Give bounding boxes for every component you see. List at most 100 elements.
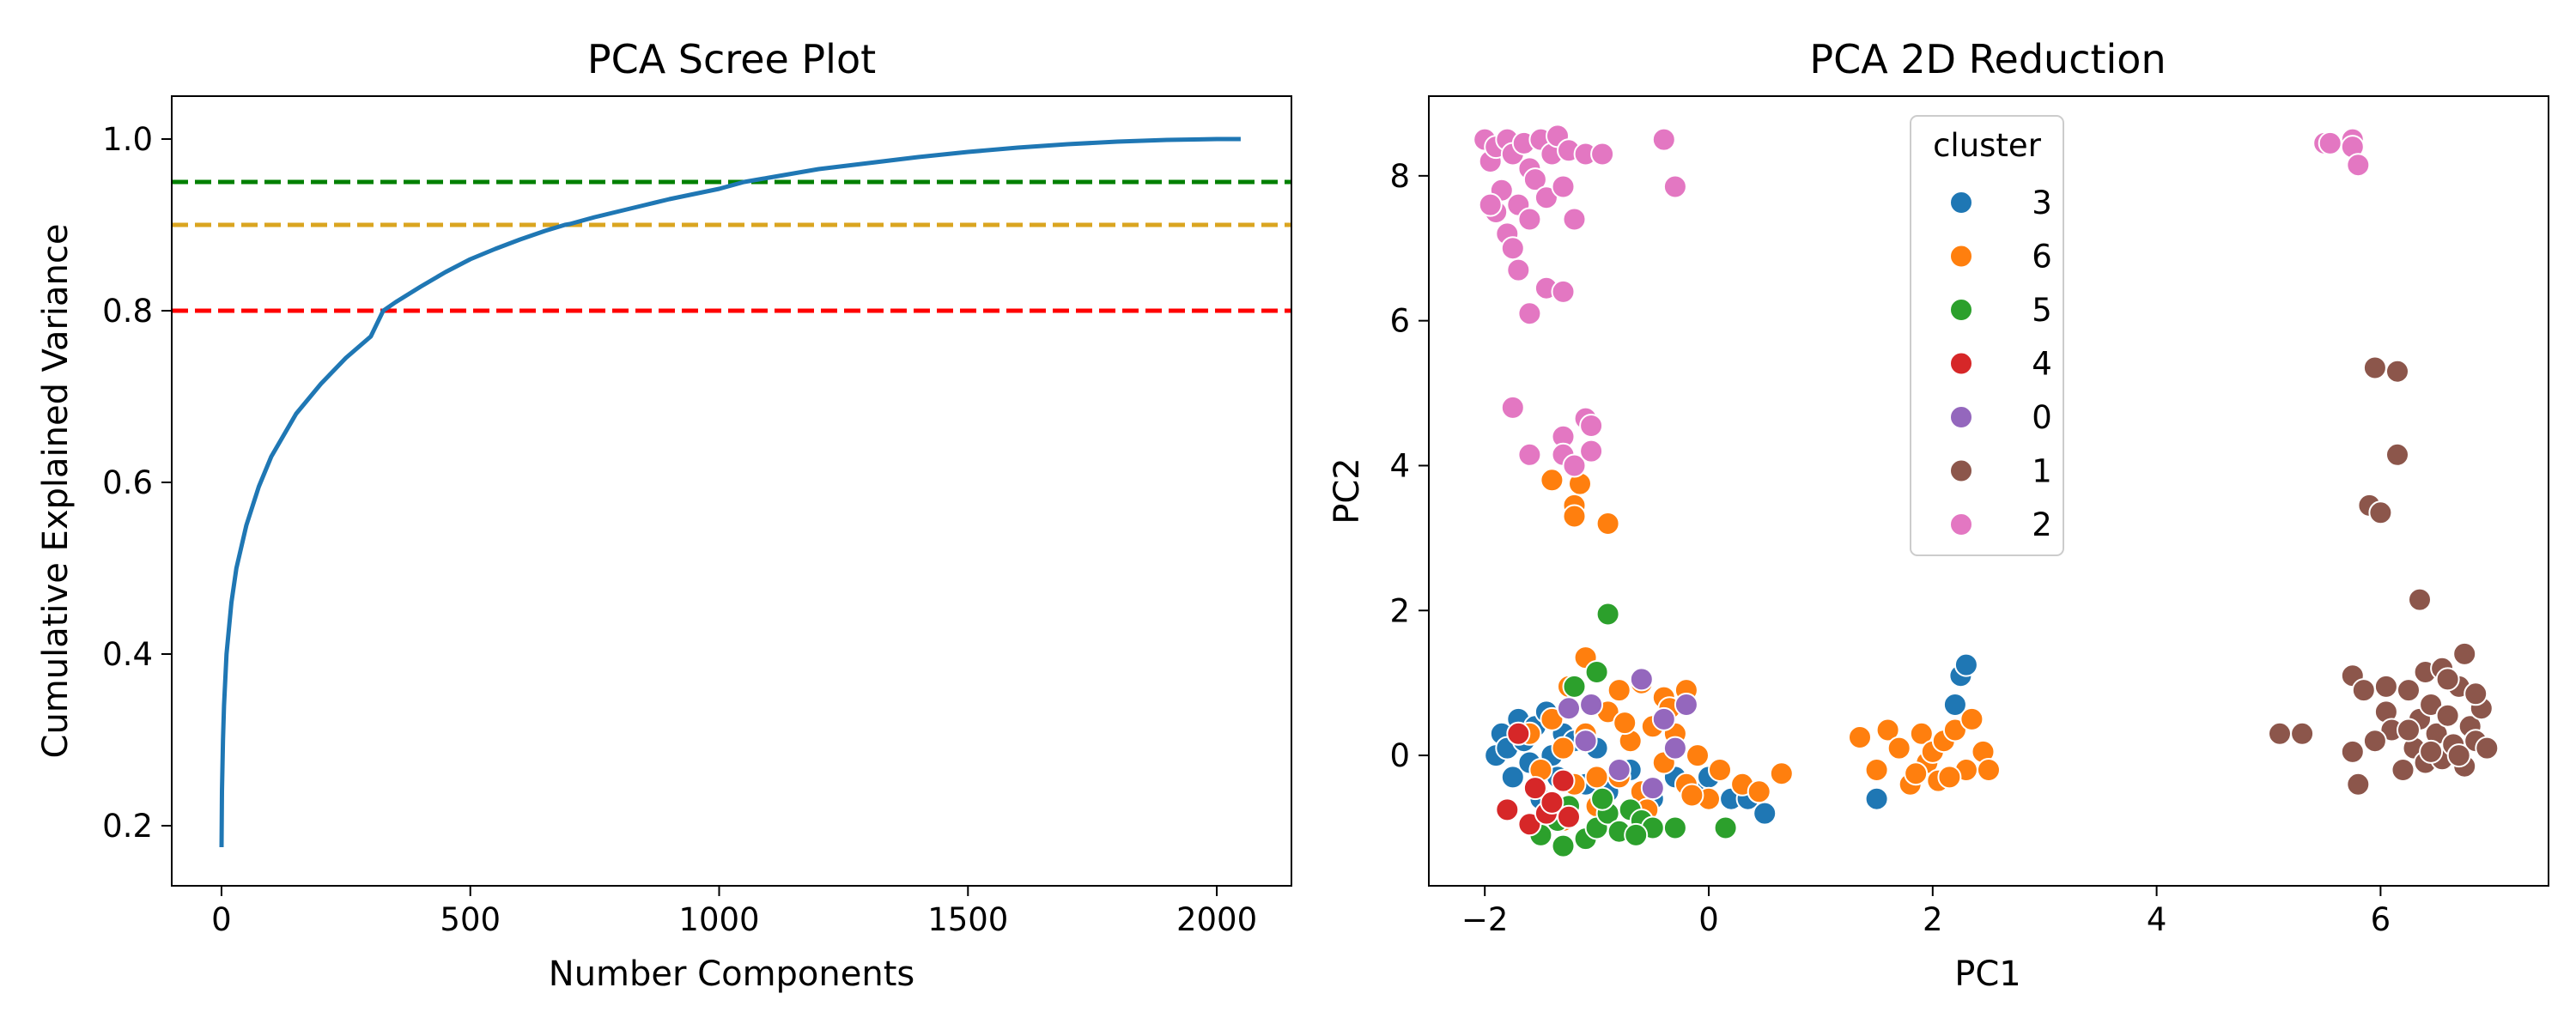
scatter-point-cluster-6 [1904,761,1929,786]
scatter-point-cluster-6 [1747,779,1771,804]
scatter-point-cluster-1 [2464,682,2488,706]
legend-box [1910,115,2064,556]
scatter-point-cluster-6 [1864,758,1889,782]
scatter-point-cluster-6 [1613,711,1637,736]
scatter-point-cluster-1 [2419,739,2444,764]
scatter-point-cluster-6 [1875,718,1900,742]
scatter-point-cluster-0 [1607,758,1631,782]
scatter-point-cluster-2 [1562,207,1587,232]
scatter-point-cluster-1 [2435,703,2460,728]
scatter-point-cluster-2 [1517,207,1542,232]
scatter-point-cluster-1 [2475,736,2500,760]
scatter-point-cluster-2 [1517,301,1542,326]
legend-marker-cluster-6 [1949,244,1973,269]
scree-plot-area [172,136,1291,848]
scatter-point-cluster-6 [1686,743,1710,768]
scree-y-axis-label: Cumulative Explained Variance [36,224,76,759]
scatter-point-cluster-2 [1662,174,1687,199]
scatter-point-cluster-0 [1640,776,1665,801]
scatter-point-cluster-6 [1540,468,1564,493]
legend-label-cluster-1: 1 [2032,453,2052,490]
scatter-point-cluster-4 [1495,797,1520,822]
scatter-point-cluster-1 [2268,721,2292,746]
scatter-point-cluster-6 [1959,706,1984,731]
scatter-point-cluster-2 [1590,142,1615,167]
1-y-tick-label: 2 [1389,592,1410,629]
scatter-point-cluster-2 [2318,130,2342,155]
scatter-point-cluster-1 [2397,718,2421,742]
scatter-point-cluster-0 [1557,696,1581,721]
scatter-point-cluster-1 [2446,743,2471,768]
scatter-point-cluster-2 [1651,127,1676,152]
scatter-point-cluster-2 [1579,439,1604,464]
scatter-plot-title: PCA 2D Reduction [1809,36,2166,82]
scatter-plot-panel: PCA 2D Reduction −2 0 2 4 6 0 2 4 6 8 PC1 PC2 cl… [1327,36,2549,994]
scatter-point-cluster-2 [1478,192,1503,217]
scatter-point-cluster-1 [2362,355,2387,380]
legend-title: cluster [1933,127,2042,164]
scatter-point-cluster-2 [1551,279,1576,304]
scatter-point-cluster-0 [1573,729,1598,754]
scatter-point-cluster-0 [1579,693,1604,717]
legend-marker-cluster-3 [1949,191,1973,215]
scatter-y-axis-label: PC2 [1327,457,1367,524]
legend-marker-cluster-0 [1949,405,1973,429]
legend-label-cluster-5: 5 [2032,292,2052,329]
scatter-point-cluster-2 [1534,185,1558,210]
scatter-point-cluster-1 [2452,641,2477,666]
scatter-x-axis: −2 0 2 4 6 [1461,886,2391,938]
scatter-point-cluster-1 [2362,729,2387,754]
scatter-point-cluster-1 [2385,442,2409,467]
scatter-point-cluster-1 [2368,500,2393,525]
0-y-tick-label: 1.0 [102,121,153,158]
1-y-tick-label: 8 [1389,158,1410,195]
scatter-point-cluster-3 [1500,765,1525,790]
scatter-point-cluster-1 [2385,359,2409,384]
scatter-point-cluster-6 [1886,736,1911,760]
scatter-point-cluster-6 [1708,758,1732,782]
scatter-y-axis: 0 2 4 6 8 [1389,158,1429,774]
scatter-point-cluster-4 [1517,812,1542,837]
scatter-point-cluster-2 [1517,442,1542,467]
scatter-point-cluster-2 [1579,414,1604,438]
scatter-point-cluster-4 [1551,768,1576,793]
1-y-tick-label: 4 [1389,447,1410,484]
1-x-tick-label: 2 [1923,901,1943,938]
scree-y-axis: 0.2 0.4 0.6 0.8 1.0 [102,121,172,845]
scatter-point-cluster-5 [1562,674,1587,699]
0-y-tick-label: 0.6 [102,464,153,501]
legend-label-cluster-3: 3 [2032,185,2052,221]
scatter-point-cluster-1 [2408,587,2432,612]
legend-label-cluster-0: 0 [2032,399,2052,436]
scatter-point-cluster-1 [2435,667,2460,692]
scatter-point-cluster-3 [1864,786,1889,811]
legend-label-cluster-6: 6 [2032,239,2052,276]
1-y-tick-label: 0 [1389,737,1410,774]
scree-x-axis-label: Number Components [549,954,914,994]
legend-marker-cluster-1 [1949,458,1973,483]
scatter-point-cluster-1 [2346,772,2371,797]
0-x-tick-label: 1000 [678,901,759,938]
0-x-tick-label: 2000 [1176,901,1257,938]
scatter-point-cluster-5 [1584,660,1609,684]
scatter-x-axis-label: PC1 [1954,954,2021,994]
scatter-point-cluster-6 [1551,736,1576,760]
scatter-point-cluster-2 [1500,236,1525,261]
scatter-point-cluster-1 [2397,678,2421,703]
scatter-point-cluster-6 [1977,758,2001,782]
1-x-tick-label: 0 [1698,901,1719,938]
scree-plot-panel: PCA Scree Plot 0 500 1000 1500 2000 0.20.40.… [36,36,1292,994]
cluster-legend: cluster 3 6 5 4 0 1 2 [1910,115,2064,556]
scatter-point-cluster-6 [1540,706,1564,731]
scatter-point-cluster-2 [1522,167,1547,192]
scatter-point-cluster-0 [1674,693,1698,717]
1-x-tick-label: 6 [2371,901,2391,938]
scatter-plot-frame [1428,95,2549,887]
0-x-tick-label: 1500 [927,901,1008,938]
legend-marker-cluster-2 [1949,512,1973,536]
scatter-point-cluster-4 [1540,790,1564,815]
legend-marker-cluster-5 [1949,298,1973,322]
scatter-point-cluster-4 [1506,721,1531,746]
scatter-point-cluster-0 [1651,706,1676,731]
